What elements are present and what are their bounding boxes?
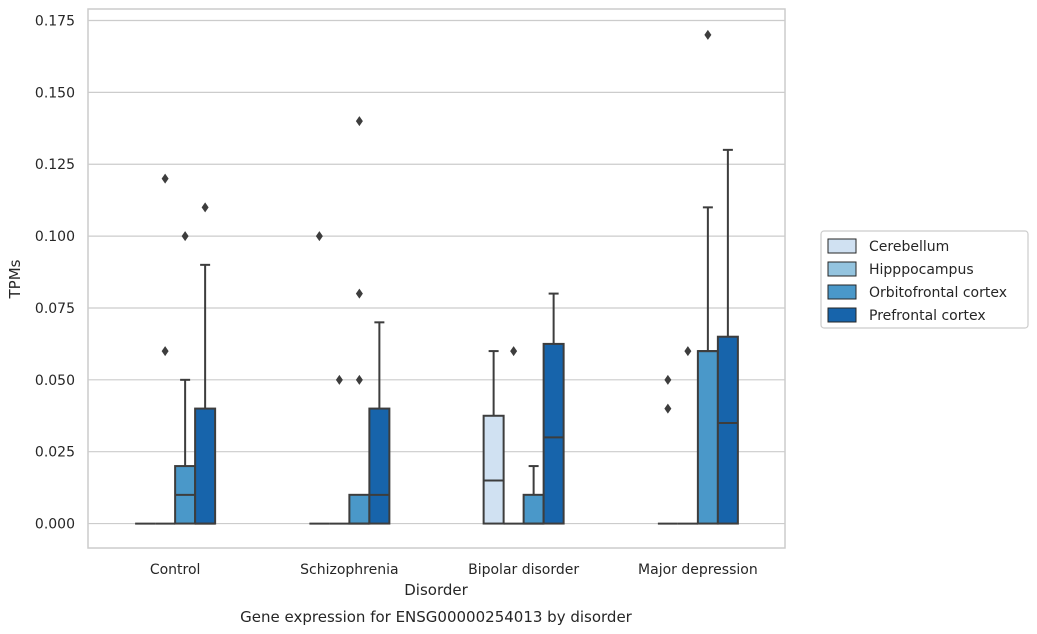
- box-group: [657, 374, 678, 525]
- box-group: [329, 374, 350, 525]
- axes-frame: [87, 8, 786, 549]
- box-group: [503, 346, 524, 525]
- legend-label: Cerebellum: [869, 239, 949, 255]
- outlier-point: [664, 403, 672, 414]
- legend: Cerebellum Hipppocampus Orbitofrontal cort…: [820, 230, 1029, 329]
- outlier-point: [510, 346, 518, 357]
- box-layer: [135, 29, 739, 525]
- y-tick-label: 0.000: [35, 517, 75, 533]
- box-group: [677, 346, 698, 525]
- box-body: [696, 350, 719, 525]
- outlier-point: [315, 231, 323, 242]
- y-tick-label: 0.050: [35, 373, 75, 389]
- box-body: [716, 335, 739, 525]
- outlier-point: [684, 346, 692, 357]
- box-body: [348, 493, 371, 525]
- outlier-point: [161, 346, 169, 357]
- y-tick-label: 0.125: [35, 157, 75, 173]
- outlier-point: [355, 116, 363, 127]
- box-group: [155, 173, 176, 525]
- box-group: [194, 202, 217, 525]
- legend-label: Prefrontal cortex: [869, 308, 986, 324]
- y-tick-label: 0.150: [35, 85, 75, 101]
- x-axis-title: Disorder: [404, 581, 468, 599]
- y-tick-label: 0.025: [35, 445, 75, 461]
- legend-label: Hipppocampus: [869, 262, 974, 278]
- y-tick-label: 0.075: [35, 301, 75, 317]
- outlier-point: [161, 173, 169, 184]
- y-tick-label: 0.100: [35, 229, 75, 245]
- outlier-point: [664, 374, 672, 385]
- legend-swatch: [827, 238, 857, 254]
- box-body: [542, 342, 565, 525]
- y-tick-labels: 0.000 0.025 0.050 0.075 0.100 0.125 0.150 0.175: [35, 13, 75, 532]
- box-group: [716, 148, 739, 525]
- outlier-point: [704, 29, 712, 40]
- box-body: [368, 407, 391, 525]
- outlier-point: [355, 374, 363, 385]
- box-group: [174, 231, 197, 525]
- outlier-point: [355, 288, 363, 299]
- legend-swatch: [827, 307, 857, 323]
- x-tick-label: Schizophrenia: [300, 562, 398, 578]
- x-tick-labels: Control Schizophrenia Bipolar disorder Majo…: [150, 562, 758, 578]
- box-body: [522, 493, 545, 525]
- box-group: [368, 321, 391, 525]
- legend-swatch: [827, 284, 857, 300]
- box-group: [542, 292, 565, 525]
- legend-frame: [820, 230, 1029, 329]
- x-tick-label: Major depression: [638, 562, 758, 578]
- box-body: [194, 407, 217, 525]
- box-group: [309, 231, 330, 525]
- chart-caption: Gene expression for ENSG00000254013 by d…: [240, 608, 633, 626]
- legend-label: Orbitofrontal cortex: [869, 285, 1007, 301]
- x-tick-label: Bipolar disorder: [468, 562, 579, 578]
- outlier-point: [335, 374, 343, 385]
- y-tick-label: 0.175: [35, 13, 75, 29]
- y-axis-title: TPMs: [6, 259, 24, 299]
- box-group: [482, 350, 505, 525]
- outlier-point: [201, 202, 209, 213]
- box-body: [482, 414, 505, 525]
- x-tick-label: Control: [150, 562, 201, 578]
- legend-swatch: [827, 261, 857, 277]
- outlier-point: [181, 231, 189, 242]
